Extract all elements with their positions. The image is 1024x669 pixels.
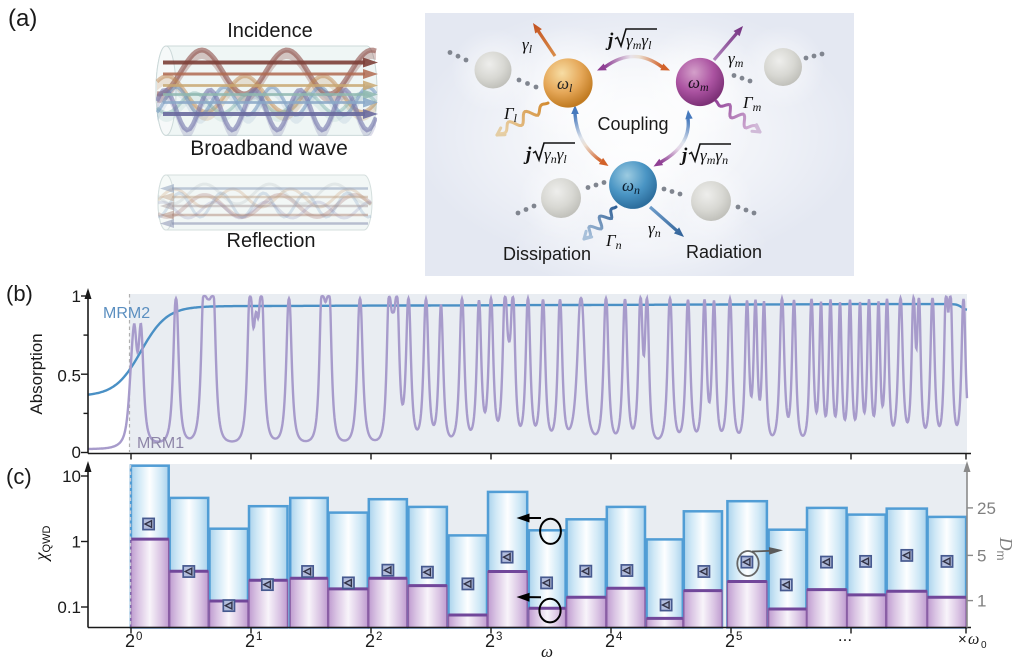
svg-text:Reflection: Reflection	[227, 230, 316, 252]
svg-text:0.1: 0.1	[57, 598, 81, 617]
svg-text:10: 10	[62, 467, 81, 486]
svg-text:25: 25	[977, 499, 996, 518]
svg-text:Broadband wave: Broadband wave	[190, 137, 348, 160]
svg-text:ω: ω	[968, 631, 979, 648]
svg-text:j: j	[679, 145, 688, 166]
svg-text:2: 2	[365, 631, 375, 651]
svg-text:2: 2	[485, 631, 495, 651]
svg-text:j: j	[605, 30, 614, 51]
svg-text:γl: γl	[522, 35, 533, 56]
svg-text:2: 2	[245, 631, 255, 651]
svg-text:ωl: ωl	[557, 74, 573, 95]
svg-text:γnγl: γnγl	[544, 145, 567, 166]
svg-text:0: 0	[72, 443, 81, 462]
svg-text:MRM2: MRM2	[103, 305, 150, 322]
svg-text:Coupling: Coupling	[597, 114, 668, 134]
svg-text:(b): (b)	[6, 281, 33, 306]
svg-text:1: 1	[72, 533, 81, 552]
svg-text:1: 1	[977, 592, 986, 611]
svg-text:Radiation: Radiation	[686, 242, 762, 262]
svg-text:2: 2	[125, 631, 135, 651]
svg-text:Absorption: Absorption	[27, 333, 46, 414]
svg-text:2: 2	[376, 631, 382, 643]
svg-text:j: j	[523, 144, 532, 165]
svg-text:γmγl: γmγl	[626, 31, 652, 52]
svg-text:Incidence: Incidence	[227, 20, 313, 42]
svg-text:5: 5	[977, 546, 986, 565]
svg-text:0.5: 0.5	[57, 367, 81, 386]
svg-text:1: 1	[256, 631, 262, 643]
svg-text:Dissipation: Dissipation	[503, 244, 591, 264]
svg-text:3: 3	[496, 631, 502, 643]
svg-text:0: 0	[981, 640, 987, 651]
svg-text:2: 2	[725, 631, 735, 651]
svg-text:MRM1: MRM1	[137, 435, 184, 452]
svg-text:0: 0	[136, 631, 142, 643]
svg-text:×: ×	[958, 631, 967, 648]
svg-text:ω: ω	[541, 642, 553, 661]
svg-text:(c): (c)	[6, 464, 32, 489]
svg-text:(a): (a)	[8, 5, 37, 32]
svg-text:5: 5	[736, 631, 742, 643]
svg-text:2: 2	[605, 631, 615, 651]
svg-text:4: 4	[616, 631, 623, 643]
svg-text:...: ...	[838, 626, 852, 645]
svg-text:1: 1	[72, 287, 81, 306]
